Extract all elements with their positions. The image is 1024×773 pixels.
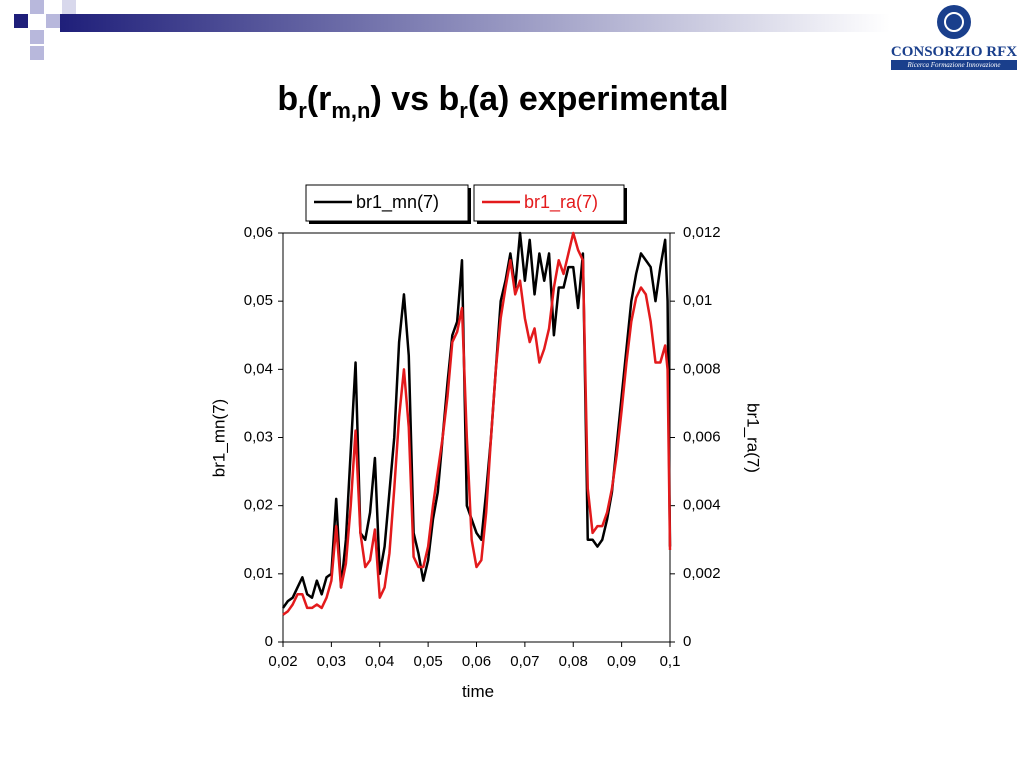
title-text: ) vs b [370, 80, 459, 118]
y2-tick-label: 0,008 [683, 360, 721, 377]
x-tick-label: 0,02 [268, 653, 297, 670]
series-line [281, 231, 672, 609]
x-tick-label: 0,04 [365, 653, 394, 670]
title-subscript: r [298, 98, 307, 123]
logo: CONSORZIO RFX Ricerca Formazione Innovaz… [891, 5, 1017, 70]
title-text: (r [307, 80, 332, 118]
x-axis-label: time [462, 682, 494, 701]
y2-tick-label: 0,01 [683, 292, 712, 309]
x-tick-label: 0,05 [414, 653, 443, 670]
x-tick-label: 0,07 [510, 653, 539, 670]
y-tick-label: 0 [265, 633, 273, 650]
x-tick-label: 0,1 [660, 653, 681, 670]
title-subscript: m,n [331, 98, 370, 123]
logo-name: CONSORZIO RFX [891, 44, 1017, 60]
x-tick-label: 0,03 [317, 653, 346, 670]
title-text: b [277, 80, 298, 118]
x-tick-label: 0,08 [559, 653, 588, 670]
y2-tick-label: 0,006 [683, 428, 721, 445]
legend-label: br1_mn(7) [356, 192, 439, 213]
y-tick-label: 0,02 [244, 497, 273, 514]
title-text: (a) experimental [468, 80, 729, 118]
series-line [282, 231, 672, 616]
y-tick-label: 0,04 [244, 360, 273, 377]
y-tick-label: 0,06 [244, 224, 273, 241]
logo-tagline: Ricerca Formazione Innovazione [906, 61, 1000, 69]
y2-tick-label: 0,002 [683, 565, 721, 582]
y2-axis-label: br1_ra(7) [744, 403, 763, 473]
x-tick-label: 0,06 [462, 653, 491, 670]
y2-tick-label: 0,012 [683, 224, 721, 241]
header-decoration [14, 0, 890, 60]
y-axis-label: br1_mn(7) [209, 399, 228, 477]
y-tick-label: 0,01 [244, 565, 273, 582]
title-subscript: r [459, 98, 468, 123]
y2-tick-label: 0,004 [683, 497, 721, 514]
y-tick-label: 0,03 [244, 428, 273, 445]
legend-label: br1_ra(7) [524, 192, 598, 213]
x-tick-label: 0,09 [607, 653, 636, 670]
y-tick-label: 0,05 [244, 292, 273, 309]
chart-title: br(rm,n) vs br(a) experimental [277, 80, 728, 123]
y2-tick-label: 0 [683, 633, 691, 650]
